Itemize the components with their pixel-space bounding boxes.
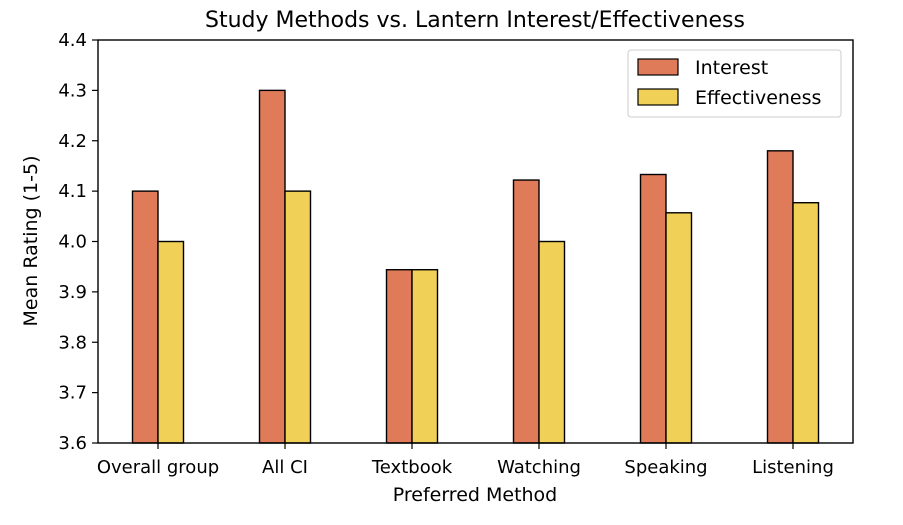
x-tick-label: All CI — [262, 457, 308, 478]
chart-title: Study Methods vs. Lantern Interest/Effec… — [205, 8, 745, 33]
legend-label-effectiveness: Effectiveness — [695, 87, 821, 109]
legend: Interest Effectiveness — [627, 49, 842, 118]
y-tick-label: 4.0 — [58, 232, 87, 253]
bar-effectiveness-0 — [157, 240, 185, 444]
y-tick-label: 4.2 — [58, 131, 87, 152]
bar-effectiveness-1 — [284, 190, 312, 444]
y-axis: 3.6 3.7 3.8 3.9 4.0 4.1 4.2 4.3 4.4 — [58, 30, 98, 454]
y-tick-label: 3.9 — [58, 282, 87, 303]
bar-interest-1 — [258, 89, 286, 444]
y-tick-label: 4.1 — [58, 181, 87, 202]
x-tick-label: Listening — [752, 457, 834, 478]
legend-swatch-interest — [637, 58, 679, 76]
bar-interest-4 — [639, 173, 667, 444]
legend-box — [627, 49, 842, 118]
y-axis-label: Mean Rating (1-5) — [20, 156, 42, 327]
y-tick-label: 3.7 — [58, 383, 87, 404]
y-tick-label: 3.8 — [58, 332, 87, 353]
bar-interest-2 — [385, 269, 413, 444]
y-tick-label: 3.6 — [58, 433, 87, 454]
x-tick-label: Watching — [497, 457, 581, 478]
legend-label-interest: Interest — [695, 57, 768, 79]
bar-interest-3 — [512, 179, 540, 444]
y-tick-label: 4.4 — [58, 30, 87, 51]
bar-effectiveness-5 — [792, 202, 820, 444]
bar-effectiveness-3 — [538, 240, 566, 444]
x-tick-label: Overall group — [97, 457, 219, 478]
bar-interest-0 — [131, 190, 159, 444]
x-tick-label: Speaking — [624, 457, 707, 478]
bar-effectiveness-2 — [411, 269, 439, 444]
x-axis: Overall group All CI Textbook Watching Speak… — [97, 443, 834, 478]
legend-swatch-effectiveness — [637, 88, 679, 106]
x-axis-label: Preferred Method — [393, 484, 558, 506]
y-tick-label: 4.3 — [58, 80, 87, 101]
bar-effectiveness-4 — [665, 212, 693, 444]
bars-group — [131, 89, 820, 444]
x-tick-label: Textbook — [371, 457, 453, 478]
bar-interest-5 — [766, 150, 794, 444]
